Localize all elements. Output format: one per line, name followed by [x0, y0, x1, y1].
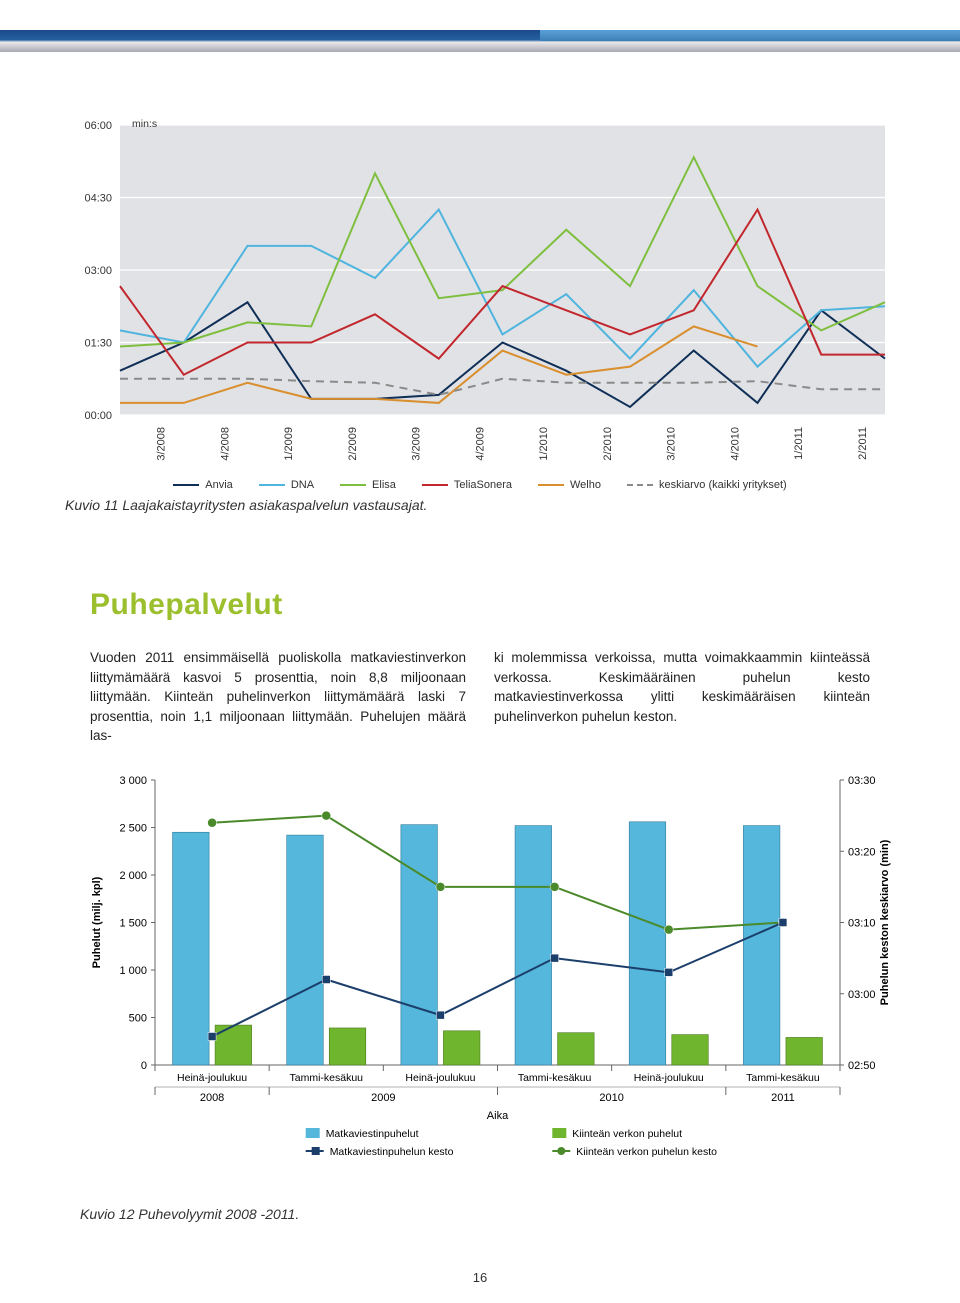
- svg-text:500: 500: [129, 1013, 147, 1025]
- svg-text:2/2010: 2/2010: [602, 427, 614, 461]
- svg-text:Aika: Aika: [487, 1110, 509, 1122]
- svg-text:03:00: 03:00: [84, 265, 112, 277]
- svg-text:3 000: 3 000: [119, 775, 147, 787]
- svg-text:04:30: 04:30: [84, 193, 112, 205]
- svg-text:4/2008: 4/2008: [219, 427, 231, 461]
- svg-text:01:30: 01:30: [84, 338, 112, 350]
- svg-text:03:30: 03:30: [848, 775, 876, 787]
- svg-text:2009: 2009: [371, 1092, 395, 1104]
- svg-text:Matkaviestinpuhelut: Matkaviestinpuhelut: [326, 1128, 419, 1140]
- paragraph-right: ki molemmissa verkoissa, mutta voimakkaa…: [494, 648, 870, 746]
- svg-text:03:10: 03:10: [848, 918, 876, 930]
- svg-text:2 000: 2 000: [119, 870, 147, 882]
- svg-text:2/2009: 2/2009: [347, 427, 359, 461]
- chart1-container: 00:00 01:30 03:00 04:30 06:00 min:s 3/2008 4/20…: [65, 115, 895, 513]
- svg-text:3/2010: 3/2010: [666, 427, 678, 461]
- svg-text:Heinä-joulukuu: Heinä-joulukuu: [405, 1072, 475, 1084]
- svg-text:Puhelun keston keskiarvo (min): Puhelun keston keskiarvo (min): [879, 839, 891, 1005]
- svg-text:1/2010: 1/2010: [538, 427, 550, 461]
- svg-text:06:00: 06:00: [84, 120, 112, 132]
- svg-text:03:20: 03:20: [848, 846, 876, 858]
- svg-text:Tammi-kesäkuu: Tammi-kesäkuu: [518, 1072, 592, 1084]
- svg-text:Kiinteän verkon puhelut: Kiinteän verkon puhelut: [572, 1128, 682, 1140]
- svg-text:0: 0: [141, 1060, 147, 1072]
- svg-text:2008: 2008: [200, 1092, 224, 1104]
- svg-text:2/2011: 2/2011: [857, 427, 869, 460]
- svg-text:Matkaviestinpuhelun kesto: Matkaviestinpuhelun kesto: [330, 1146, 454, 1158]
- svg-text:4/2009: 4/2009: [474, 427, 486, 461]
- svg-text:Heinä-joulukuu: Heinä-joulukuu: [634, 1072, 704, 1084]
- svg-text:3/2009: 3/2009: [411, 427, 423, 461]
- chart1: 00:00 01:30 03:00 04:30 06:00 min:s 3/2008 4/20…: [65, 115, 895, 475]
- svg-text:1/2011: 1/2011: [793, 427, 805, 460]
- svg-text:00:00: 00:00: [84, 410, 112, 422]
- chart2-container: 0 500 1 000 1 500 2 000 2 500 3 000 02:50 03:00 0…: [80, 770, 900, 1222]
- svg-text:2011: 2011: [771, 1092, 795, 1104]
- svg-text:Kiinteän verkon puhelun kesto: Kiinteän verkon puhelun kesto: [576, 1146, 717, 1158]
- svg-text:1/2009: 1/2009: [283, 427, 295, 461]
- chart2-caption: Kuvio 12 Puhevolyymit 2008 -2011.: [80, 1206, 900, 1222]
- svg-text:2010: 2010: [599, 1092, 623, 1104]
- page-number: 16: [0, 1270, 960, 1285]
- section-heading: Puhepalvelut: [90, 588, 283, 622]
- body-text-columns: Vuoden 2011 ensimmäisellä puoliskolla ma…: [90, 648, 870, 746]
- svg-text:4/2010: 4/2010: [729, 427, 741, 461]
- svg-text:Tammi-kesäkuu: Tammi-kesäkuu: [746, 1072, 820, 1084]
- svg-text:Tammi-kesäkuu: Tammi-kesäkuu: [289, 1072, 363, 1084]
- svg-text:2 500: 2 500: [119, 823, 147, 835]
- svg-text:02:50: 02:50: [848, 1060, 876, 1072]
- svg-text:Puhelut (milj. kpl): Puhelut (milj. kpl): [91, 876, 103, 968]
- svg-text:1 000: 1 000: [119, 965, 147, 977]
- paragraph-left: Vuoden 2011 ensimmäisellä puoliskolla ma…: [90, 648, 466, 746]
- svg-text:1 500: 1 500: [119, 918, 147, 930]
- chart1-legend: AnviaDNAElisaTeliaSoneraWelhokeskiarvo (…: [65, 479, 895, 491]
- chart1-caption: Kuvio 11 Laajakaistayritysten asiakaspal…: [65, 497, 895, 513]
- svg-text:03:00: 03:00: [848, 989, 876, 1001]
- page-header-bar: [0, 30, 960, 52]
- svg-text:Heinä-joulukuu: Heinä-joulukuu: [177, 1072, 247, 1084]
- svg-text:min:s: min:s: [132, 118, 157, 130]
- chart2: 0 500 1 000 1 500 2 000 2 500 3 000 02:50 03:00 0…: [80, 770, 900, 1200]
- svg-text:3/2008: 3/2008: [156, 427, 168, 461]
